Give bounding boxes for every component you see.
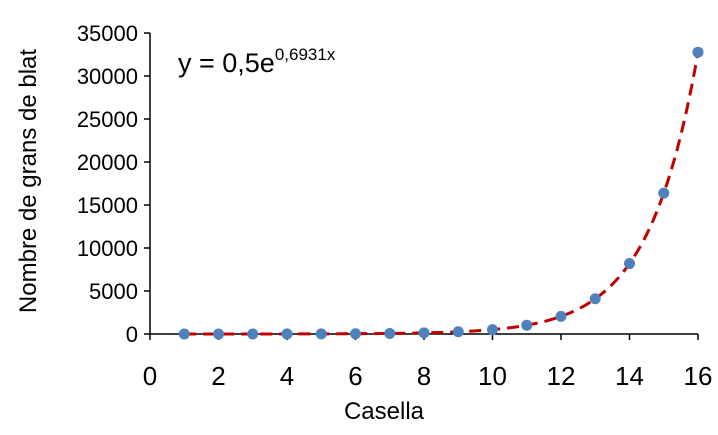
data-point [315, 328, 327, 340]
axes [149, 33, 698, 335]
y-tick-label: 25000 [77, 107, 138, 132]
exponential-trendline [184, 52, 700, 336]
x-tick-label: 4 [280, 361, 294, 391]
data-point [624, 258, 635, 270]
x-tick-label: 10 [478, 361, 507, 391]
y-tick-label: 0 [126, 322, 138, 347]
y-tick-label: 30000 [77, 64, 138, 89]
trendline-equation: y = 0,5e0,6931x [178, 45, 336, 78]
data-point [555, 310, 567, 322]
data-point [384, 327, 396, 339]
data-point [692, 46, 704, 58]
x-tick-label: 6 [348, 361, 362, 391]
x-tick-label: 8 [417, 361, 431, 391]
data-point [178, 328, 190, 340]
data-point [350, 328, 361, 340]
y-axis-label: Nombre de grans de blat [15, 49, 42, 313]
y-tick-label: 15000 [77, 193, 138, 218]
data-point [487, 324, 498, 336]
x-tick-label: 16 [684, 361, 713, 391]
equation-prefix: y = 0,5e [178, 48, 275, 78]
data-points [178, 46, 704, 340]
data-point [521, 319, 533, 331]
x-tick-label: 2 [211, 361, 225, 391]
x-tick-label: 0 [143, 361, 157, 391]
data-point [281, 328, 293, 340]
y-tick-label: 20000 [77, 150, 138, 175]
data-point [418, 327, 430, 339]
x-tick-label: 14 [615, 361, 644, 391]
data-point [658, 187, 670, 199]
data-point [247, 328, 259, 340]
y-tick-labels: 0 5000 10000 15000 20000 25000 30000 35000 [77, 21, 150, 347]
y-tick-label: 5000 [89, 279, 138, 304]
equation-exponent: 0,6931x [275, 45, 336, 64]
y-tick-label: 10000 [77, 236, 138, 261]
y-tick-label: 35000 [77, 21, 138, 46]
data-point [213, 328, 224, 340]
x-tick-labels: 0 2 4 6 8 10 12 14 16 [143, 334, 713, 391]
x-tick-label: 12 [547, 361, 576, 391]
x-axis-label: Casella [344, 398, 425, 425]
data-point [589, 293, 601, 305]
data-point [452, 326, 464, 338]
